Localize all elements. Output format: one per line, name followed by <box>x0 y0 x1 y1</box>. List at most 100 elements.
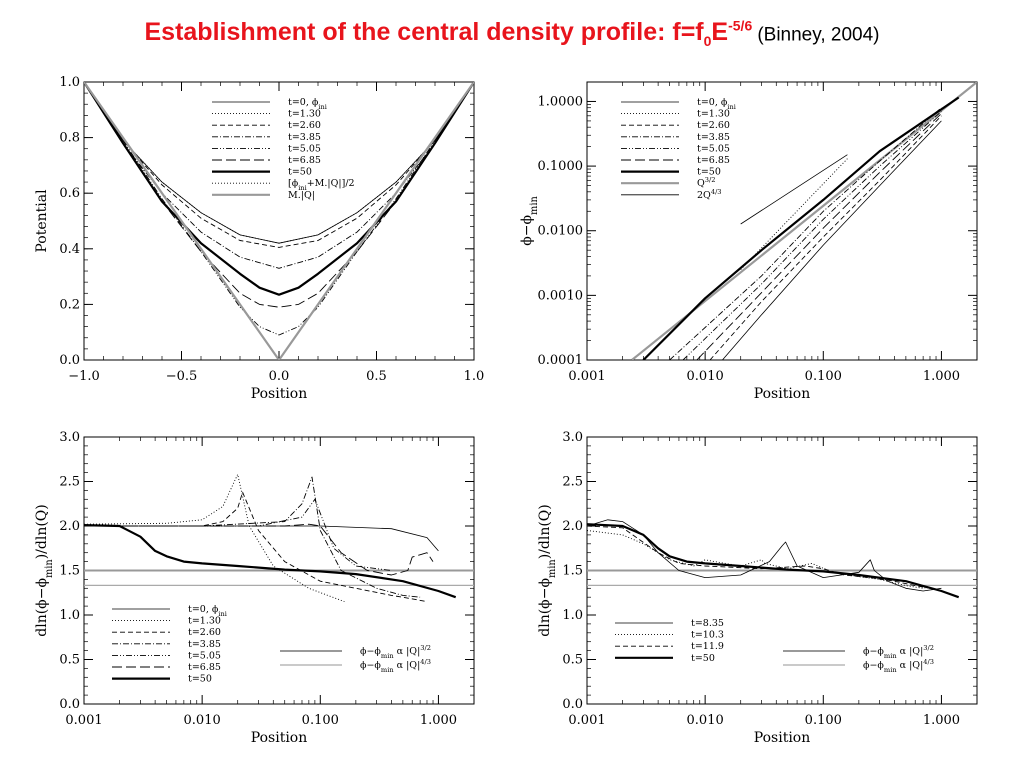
legend-label: t=5.05 <box>697 143 730 154</box>
series-line-dashdotdot <box>84 82 474 336</box>
series-line-dash <box>587 525 931 589</box>
legend-label: t=6.85 <box>288 155 321 166</box>
series-line-dashdot <box>84 82 474 269</box>
legend-label: t=0, ϕini <box>188 604 227 618</box>
series-line-dot <box>84 473 345 603</box>
x-axis-label: Position <box>754 730 811 746</box>
x-tick-label: 0.001 <box>568 713 605 728</box>
series-line-dashdotdot <box>84 498 392 571</box>
x-tick-label: 1.0 <box>464 369 485 384</box>
x-axis-label: Position <box>251 730 308 746</box>
series-line-gray <box>84 82 474 360</box>
y-axis-label: Potential <box>34 189 50 253</box>
legend-label: t=50 <box>691 653 715 664</box>
series-line-thin <box>84 525 439 552</box>
title-citation: (Binney, 2004) <box>757 24 880 46</box>
y-axis-label: ϕ−ϕmin <box>519 196 540 246</box>
legend-label: t=3.85 <box>188 639 221 650</box>
y-tick-label: 0.0 <box>59 697 80 712</box>
series-line-thin <box>722 120 942 360</box>
x-tick-label: 0.100 <box>805 713 842 728</box>
y-tick-label: 1.0 <box>562 608 583 623</box>
y-axis-label: dln(ϕ−ϕmin)/dln(Q) <box>537 504 558 637</box>
legend-label: 2Q4/3 <box>697 188 722 201</box>
x-tick-label: 0.010 <box>687 369 724 384</box>
y-tick-label: 1.0000 <box>538 94 584 109</box>
x-tick-label: 0.010 <box>687 713 724 728</box>
slide-title: Establishment of the central density pro… <box>0 18 1024 49</box>
series-line-bold <box>84 82 474 296</box>
y-tick-label: 1.0 <box>59 75 80 90</box>
y-tick-label: 0.8 <box>59 131 80 146</box>
legend-label: t=5.05 <box>188 650 221 661</box>
y-tick-label: 0.5 <box>59 653 80 668</box>
y-tick-label: 0.4 <box>59 242 80 257</box>
series-line-dashdot <box>669 107 942 360</box>
x-tick-label: 0.100 <box>302 713 339 728</box>
y-tick-label: 0.0 <box>562 697 583 712</box>
x-tick-label: 0.100 <box>805 369 842 384</box>
legend-label: t=11.9 <box>691 641 724 652</box>
y-tick-label: 0.5 <box>562 653 583 668</box>
x-tick-label: 0.001 <box>65 713 102 728</box>
series-group <box>587 519 960 599</box>
series-group <box>631 82 977 360</box>
x-tick-label: 0.0 <box>269 369 290 384</box>
x-tick-label: 1.000 <box>923 369 960 384</box>
x-tick-label: 1.000 <box>923 713 960 728</box>
panel-potential: −1.0 −0.5 0.0 0.5 1.0 0.0 0.2 0.4 0.6 0.8 1.0 Posit… <box>34 75 484 402</box>
series-line-dot <box>84 82 474 360</box>
legend-label: t=0, ϕini <box>288 97 327 111</box>
panel-log-potential: 0.001 0.010 0.100 1.000 0.0001 0.0010 0.0100 0.… <box>519 81 978 402</box>
panel-slope-late: 0.001 0.010 0.100 1.000 0.0 0.5 1.0 1.5 2.0 2.5 3.… <box>537 430 978 746</box>
plot-frame <box>83 81 475 361</box>
series-line-longdash <box>84 523 434 576</box>
legend-label: t=2.60 <box>697 120 730 131</box>
legend-label: t=6.85 <box>697 155 730 166</box>
x-tick-label: 0.5 <box>366 369 387 384</box>
y-tick-label: 2.0 <box>59 519 80 534</box>
legend-label: ϕ−ϕmin α |Q|4/3 <box>360 658 431 674</box>
x-tick-label: −0.5 <box>166 369 198 384</box>
legend-label: t=3.85 <box>288 132 321 143</box>
series-line-thin <box>740 154 848 225</box>
series-line-bold <box>587 523 960 599</box>
y-tick-label: 0.0001 <box>538 353 584 368</box>
x-tick-label: 0.010 <box>184 713 221 728</box>
legend-label: ϕ−ϕmin α |Q|3/2 <box>863 644 934 660</box>
legend-label: M.|Q| <box>288 190 315 201</box>
y-tick-label: 0.6 <box>59 186 80 201</box>
legend-label: t=3.85 <box>697 132 730 143</box>
series-line-dot <box>587 530 931 589</box>
legend-label: t=0, ϕini <box>697 97 736 111</box>
series-line-bold <box>84 524 457 599</box>
legend-label: t=10.3 <box>691 630 724 641</box>
x-tick-label: 1.000 <box>420 713 457 728</box>
legend-label: t=2.60 <box>288 120 321 131</box>
legend-label: ϕ−ϕmin α |Q|4/3 <box>863 658 934 674</box>
series-line-bold <box>642 96 960 360</box>
title-main: Establishment of the central density pro… <box>144 18 753 50</box>
legend-label: t=50 <box>188 674 212 685</box>
y-tick-label: 3.0 <box>562 430 583 445</box>
x-axis-label: Position <box>754 386 811 402</box>
y-tick-label: 3.0 <box>59 430 80 445</box>
legend-label: t=50 <box>288 167 312 178</box>
y-tick-label: 2.5 <box>59 475 80 490</box>
legend-label: t=6.85 <box>188 662 221 673</box>
series-line-dot <box>84 82 474 244</box>
legend-label: Q3/2 <box>697 176 715 189</box>
legend-label: t=2.60 <box>188 627 221 638</box>
y-tick-label: 0.0100 <box>538 224 584 239</box>
series-group <box>84 473 457 603</box>
y-tick-label: 2.5 <box>562 475 583 490</box>
legend-label: ϕ−ϕmin α |Q|3/2 <box>360 644 431 660</box>
y-axis-label: dln(ϕ−ϕmin)/dln(Q) <box>34 504 55 637</box>
y-tick-label: 0.1000 <box>538 159 584 174</box>
legend-label: t=1.30 <box>288 109 321 120</box>
series-group <box>84 82 474 360</box>
panel-slope-early: 0.001 0.010 0.100 1.000 0.0 0.5 1.0 1.5 2.0 2.5 3.… <box>34 430 475 746</box>
y-tick-label: 1.5 <box>59 564 80 579</box>
y-tick-label: 1.5 <box>562 564 583 579</box>
